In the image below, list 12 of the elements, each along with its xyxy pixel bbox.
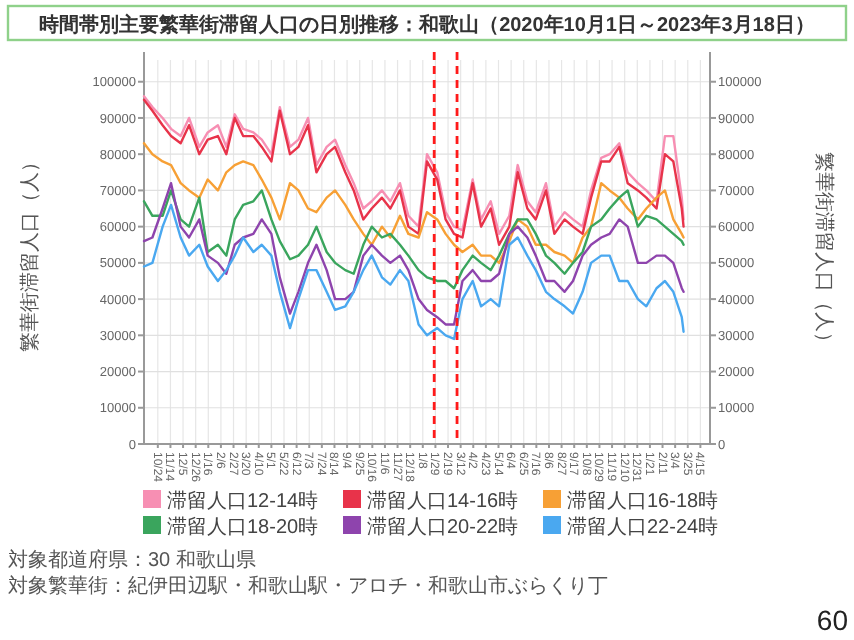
legend-label: 滞留人口14-16時 xyxy=(367,489,519,513)
legend-label: 滞留人口18-20時 xyxy=(167,515,319,539)
text: 対象都道府県：30 和歌山県 xyxy=(8,548,256,572)
legend-label: 滞留人口20-22時 xyxy=(367,515,519,539)
chart-title: 時間帯別主要繁華街滞留人口の日別推移：和歌山（2020年10月1日～2023年3月18日） xyxy=(39,13,815,37)
legend-label: 滞留人口22-24時 xyxy=(567,515,719,539)
legend-label: 滞留人口12-14時 xyxy=(167,489,319,513)
y-axis-title: 繁華街滞留人口（人） xyxy=(18,152,42,352)
y2-axis-title: 繁華街滞留人口（人） xyxy=(812,152,836,352)
text: 60 xyxy=(816,604,849,636)
text: 対象繁華街：紀伊田辺駅・和歌山駅・アロチ・和歌山市ぶらくり丁 xyxy=(8,574,608,598)
legend-label: 滞留人口16-18時 xyxy=(567,489,719,513)
